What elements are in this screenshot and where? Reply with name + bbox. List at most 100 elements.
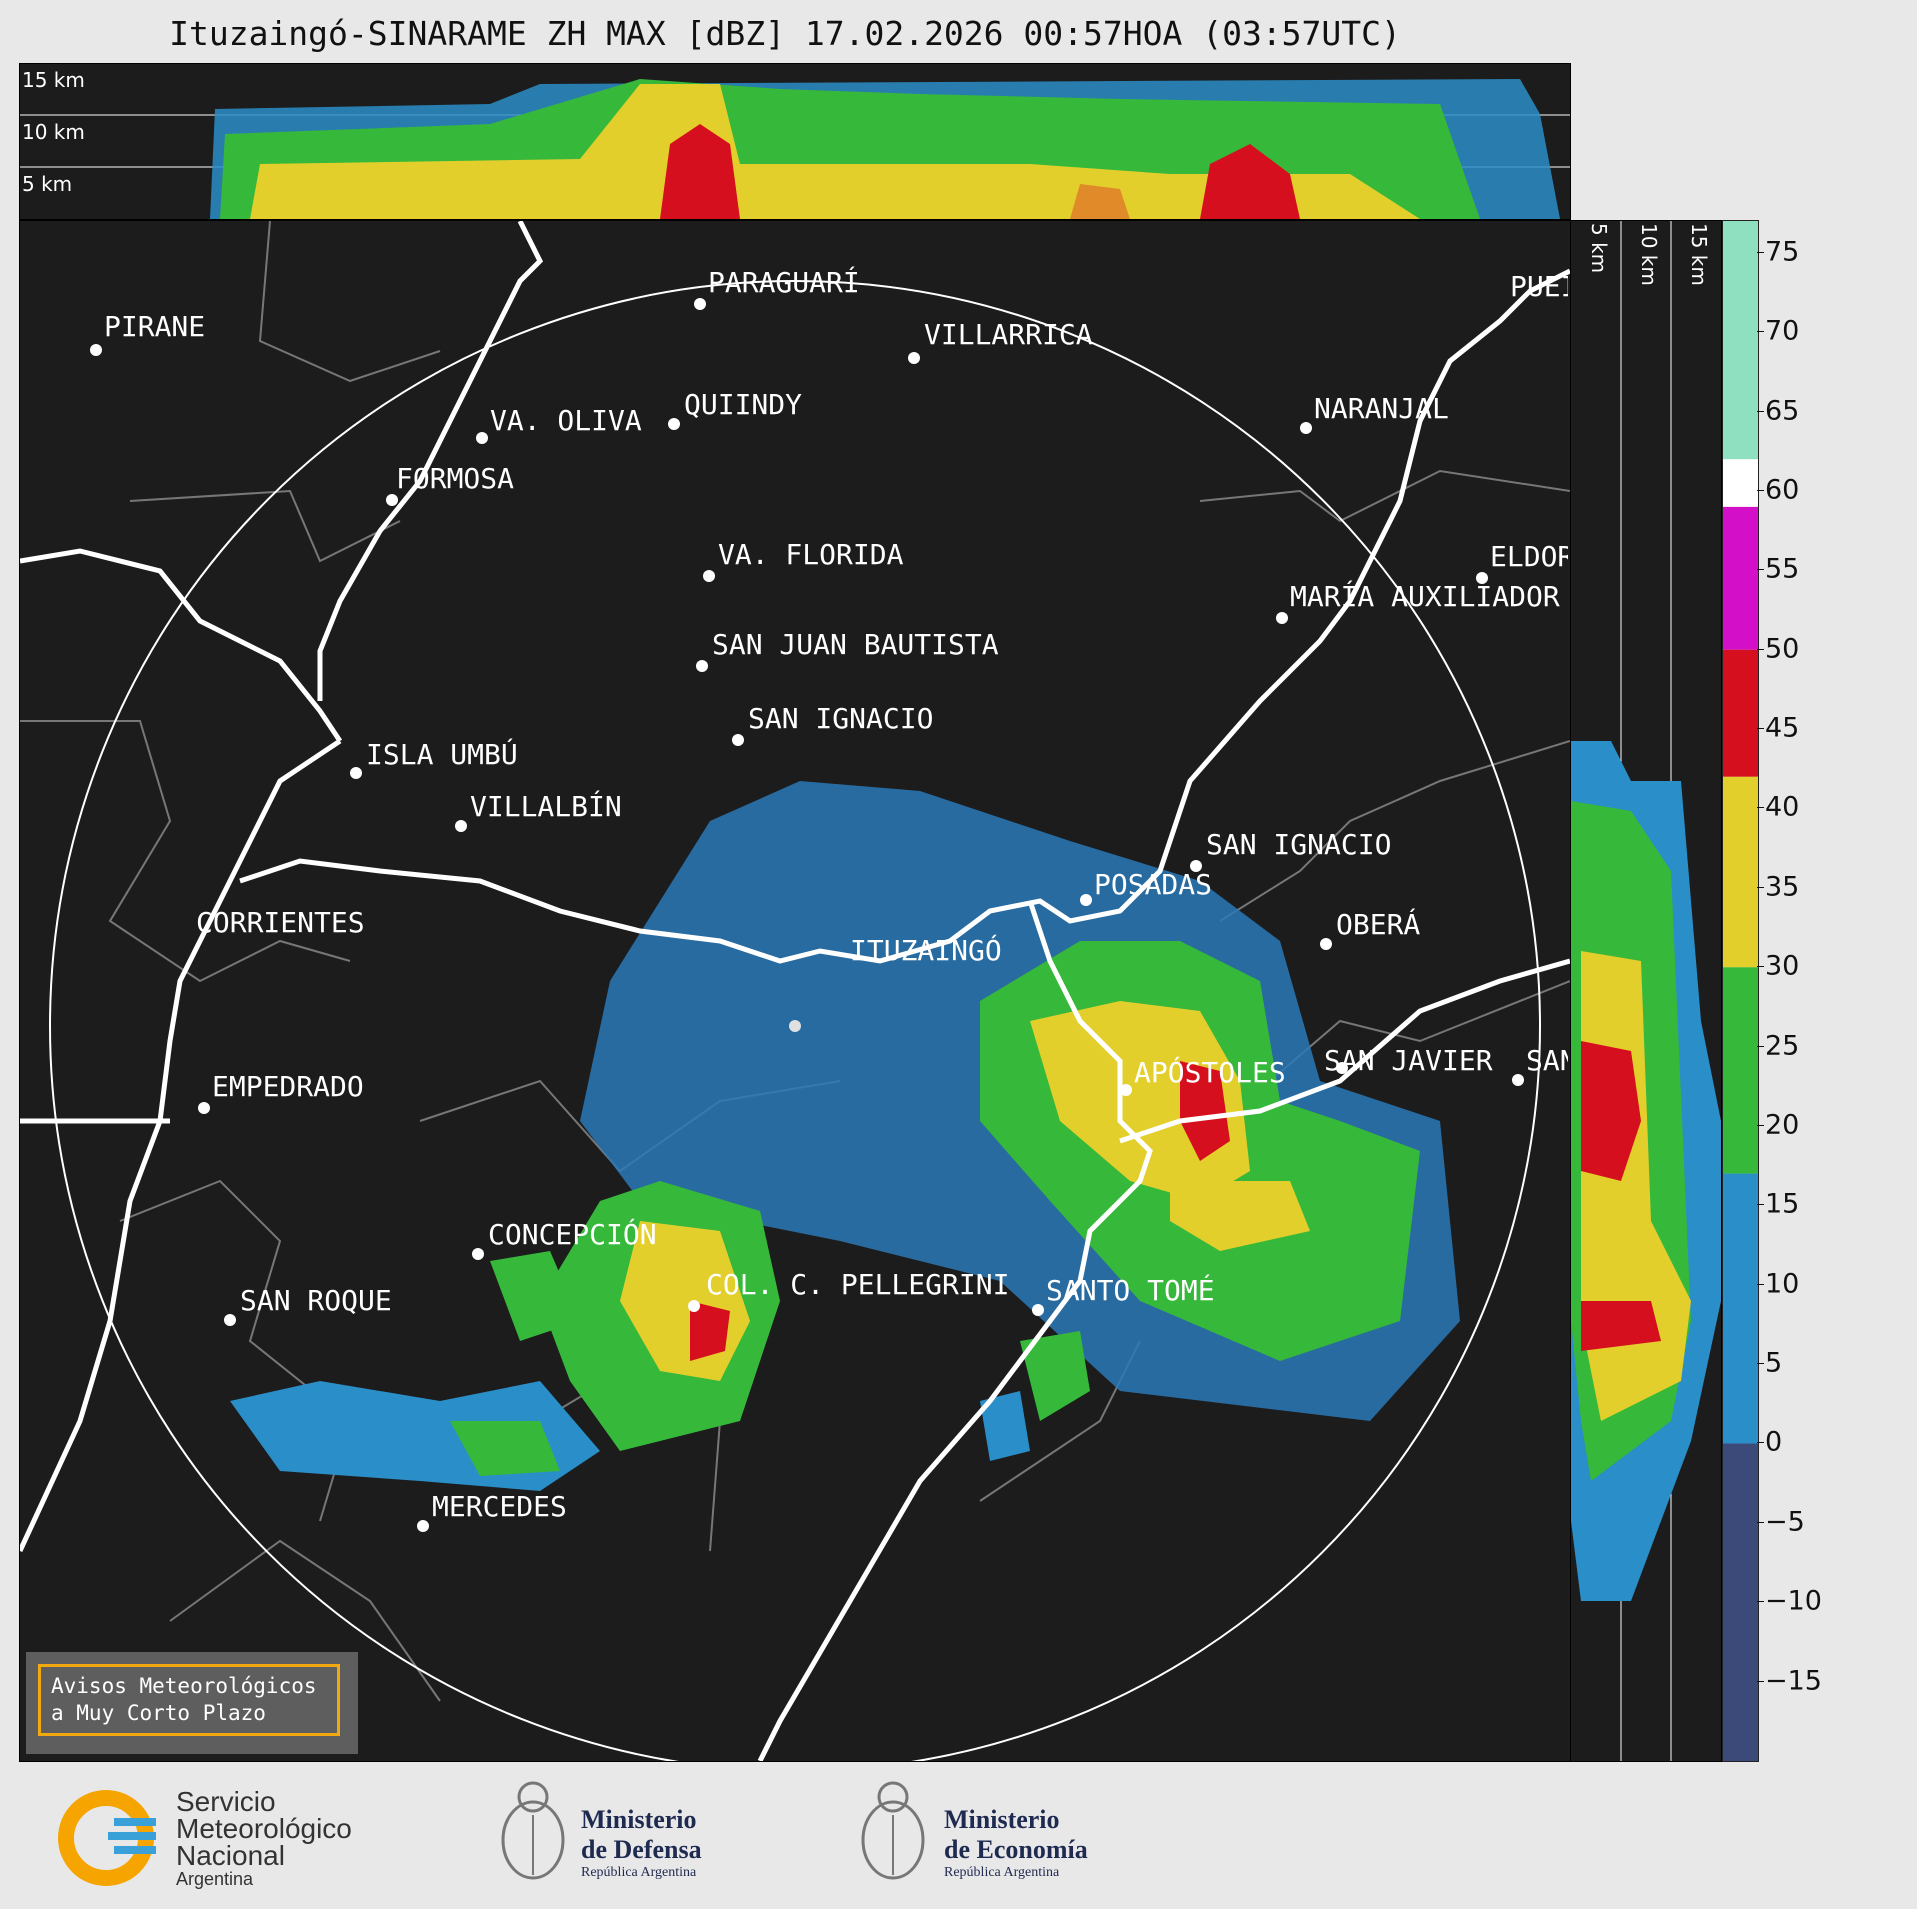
smn-logo: Servicio Meteorológico Nacional Argentin… [56,1786,396,1889]
smn-logo-line-4: Argentina [176,1869,254,1889]
city-dot [350,767,362,779]
colorbar-tick-mark [1757,886,1764,888]
colorbar-tick-mark [1757,728,1764,730]
colorbar-tick-label: 35 [1765,871,1800,903]
colorbar-tick-label: 40 [1765,791,1800,823]
city-label-maria-auxiliadora: MARÍA AUXILIADOR [1290,580,1560,613]
defensa-line-1: Ministerio [581,1805,697,1834]
city-label-va-oliva: VA. OLIVA [490,404,642,437]
city-label-san-ignacio-py: SAN IGNACIO [748,702,934,735]
side-height-label-10km: 10 km [1637,223,1661,286]
colorbar-tick-mark [1757,1680,1764,1682]
smn-logo-line-1: Servicio [176,1786,276,1817]
colorbar-tick-mark [1757,1521,1764,1523]
colorbar-tick-mark [1757,1204,1764,1206]
colorbar-tick-label: 0 [1765,1426,1783,1458]
city-dot [1120,1084,1132,1096]
colorbar-band [1723,1443,1758,1761]
radar-echoes [230,781,1460,1491]
colorbar-band [1723,221,1758,460]
colorbar-tick-label: 5 [1765,1347,1783,1379]
smn-logo-line-3: Nacional [176,1840,285,1871]
colorbar-bands [1723,221,1758,1761]
colorbar-tick-label: 70 [1765,315,1800,347]
city-dot [908,352,920,364]
city-dot [1276,612,1288,624]
colorbar-tick-mark [1757,1124,1764,1126]
ministerio-economia-logo: Ministerio de Economía República Argenti… [856,1775,1126,1900]
city-label-paraguari: PARAGUARÍ [708,266,860,299]
ministerio-defensa-logo: Ministerio de Defensa República Argentin… [496,1775,756,1900]
side-profile-echoes [1571,221,1721,1761]
city-label-eldorado: ELDOR [1490,540,1568,573]
economia-line-3: República Argentina [944,1865,1060,1880]
height-label-15km: 15 km [22,68,85,92]
side-height-label-15km: 15 km [1687,223,1711,286]
top-height-profile-panel: 15 km 10 km 5 km [19,63,1571,220]
city-dot [1512,1074,1524,1086]
city-dot [703,570,715,582]
side-height-profile-panel: 5 km 10 km 15 km [1570,220,1722,1762]
colorbar-band [1723,776,1758,968]
city-dot [476,432,488,444]
city-label-villarrica: VILLARRICA [924,318,1093,351]
colorbar-tick-label: 45 [1765,712,1800,744]
city-dot [1476,572,1488,584]
colorbar-tick-label: 25 [1765,1030,1800,1062]
colorbar-tick-mark [1757,1601,1764,1603]
city-dot [1320,938,1332,950]
city-label-naranjal: NARANJAL [1314,392,1449,425]
colorbar-tick-label: 20 [1765,1109,1800,1141]
chart-title: Ituzaingó-SINARAME ZH MAX [dBZ] 17.02.20… [169,14,1401,53]
smn-logo-icon [58,1790,156,1886]
city-label-col-pellegrini: COL. C. PELLEGRINI [706,1268,1010,1301]
colorbar-tick-label: 50 [1765,633,1800,665]
city-dot [198,1102,210,1114]
colorbar-tick-mark [1757,569,1764,571]
city-dot [386,494,398,506]
economia-line-1: Ministerio [944,1805,1060,1834]
colorbar-tick-label: 65 [1765,395,1800,426]
radar-map [19,220,1571,1762]
rivers [20,221,1570,1761]
defensa-line-3: República Argentina [581,1865,697,1880]
city-dot [224,1314,236,1326]
smn-logo-line-2: Meteorológico [176,1813,352,1844]
city-dot [1300,422,1312,434]
range-ring [49,280,1541,1761]
city-label-formosa: FORMOSA [396,462,515,495]
colorbar-tick-mark [1757,648,1764,650]
city-label-san-juan-bautista: SAN JUAN BAUTISTA [712,628,999,661]
colorbar-band [1723,1173,1758,1444]
city-label-puerto: PUEI [1510,270,1568,303]
city-dot [668,418,680,430]
colorbar-tick-mark [1757,331,1764,333]
city-label-empedrado: EMPEDRADO [212,1070,364,1103]
colorbar-tick-label: 15 [1765,1188,1800,1220]
city-label-mercedes: MERCEDES [432,1490,567,1523]
colorbar-tick-mark [1757,1045,1764,1047]
radar-center-dot [789,1020,801,1032]
colorbar-tick-mark [1757,966,1764,968]
city-label-concepcion: CONCEPCIÓN [488,1218,657,1251]
colorbar-tick-mark [1757,807,1764,809]
top-profile-echoes [20,79,1570,219]
city-label-villalbin: VILLALBÍN [470,790,622,823]
city-dot [472,1248,484,1260]
colorbar-tick-label: −5 [1765,1506,1805,1538]
warning-box[interactable]: Avisos Meteorológicos a Muy Corto Plazo [26,1652,358,1754]
city-label-isla-umbu: ISLA UMBÚ [366,738,518,771]
height-label-10km: 10 km [22,120,85,144]
city-dot [455,820,467,832]
city-dot [417,1520,429,1532]
city-label-san-roque: SAN ROQUE [240,1284,392,1317]
defensa-line-2: de Defensa [581,1835,702,1864]
colorbar-tick-label: 75 [1765,236,1800,268]
city-label-san-ignacio-ar: SAN IGNACIO [1206,828,1392,861]
colorbar-tick-mark [1757,489,1764,491]
colorbar-band [1723,506,1758,650]
colorbar-band [1723,459,1758,507]
warning-box-frame[interactable]: Avisos Meteorológicos a Muy Corto Plazo [38,1664,340,1736]
height-label-5km: 5 km [22,172,73,196]
colorbar-tick-label: −10 [1765,1585,1822,1617]
